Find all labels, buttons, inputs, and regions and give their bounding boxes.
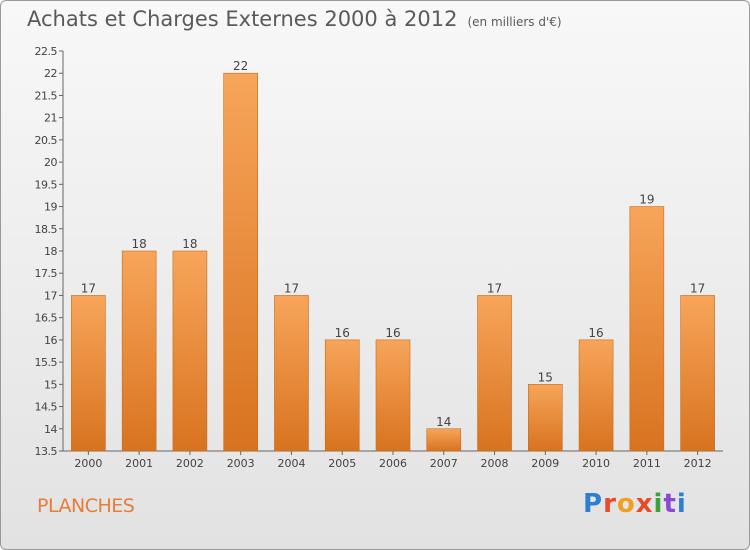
bar-value-label: 16 [588, 326, 603, 340]
logo-letter: P [583, 489, 604, 519]
bar-value-label: 17 [487, 281, 502, 295]
y-tick-label: 17.5 [35, 267, 58, 280]
y-tick-label: 13.5 [35, 445, 58, 458]
y-tick-label: 20 [44, 156, 57, 169]
y-tick-label: 18.5 [35, 223, 58, 236]
x-tick-label: 2005 [328, 457, 356, 470]
y-tick-label: 17 [44, 289, 57, 302]
bar-value-label: 19 [639, 193, 654, 207]
chart-unit: (en milliers d'€) [467, 15, 562, 29]
x-tick-label: 2003 [227, 457, 255, 470]
bar-value-label: 17 [690, 281, 705, 295]
y-tick-label: 18 [44, 245, 57, 258]
bar [223, 72, 258, 452]
y-tick-label: 19.5 [35, 178, 58, 191]
x-tick-label: 2010 [582, 457, 610, 470]
x-tick-label: 2004 [277, 457, 305, 470]
x-tick-label: 2006 [379, 457, 407, 470]
x-tick-label: 2011 [633, 457, 661, 470]
y-tick-label: 15 [44, 378, 57, 391]
y-tick-label: 16 [44, 334, 57, 347]
bar [324, 339, 360, 452]
bar-value-label: 16 [335, 326, 350, 340]
bar-value-label: 17 [81, 281, 96, 295]
bar [172, 250, 208, 452]
bar [477, 295, 512, 452]
bar [528, 384, 563, 452]
x-tick-label: 2008 [481, 457, 509, 470]
town-name: PLANCHES [37, 495, 135, 517]
x-tick-label: 2007 [430, 457, 458, 470]
y-tick-label: 14.5 [35, 401, 58, 414]
y-tick-label: 22.5 [35, 45, 58, 58]
y-tick-label: 19 [44, 201, 57, 214]
bar [121, 250, 157, 452]
y-tick-label: 20.5 [35, 134, 58, 147]
bar-value-label: 17 [284, 281, 299, 295]
bar-value-label: 18 [132, 237, 147, 251]
y-tick-label: 21.5 [35, 89, 58, 102]
bar [680, 295, 715, 452]
chart-title-text: Achats et Charges Externes 2000 à 2012 [27, 7, 458, 31]
bar [71, 295, 106, 452]
bar-value-label: 14 [436, 415, 451, 429]
proxiti-logo[interactable]: Proxiti [583, 489, 687, 519]
logo-letter: i [676, 489, 687, 519]
bar [578, 339, 614, 452]
bar-value-label: 15 [538, 370, 553, 384]
y-tick-label: 16.5 [35, 312, 58, 325]
x-axis: 2000 2001 2002 2003 2004 2005 2006 2007 2008 2009… [63, 450, 723, 470]
bar-value-label: 18 [182, 237, 197, 251]
x-tick-label: 2002 [176, 457, 204, 470]
chart-title: Achats et Charges Externes 2000 à 2012 (e… [27, 7, 562, 31]
bar [629, 206, 665, 452]
logo-letter: r [603, 489, 617, 519]
y-tick-label: 22 [44, 67, 57, 80]
bars: 17 18 18 22 17 16 16 14 17 15 16 19 17 [71, 59, 715, 452]
logo-letter: t [663, 489, 677, 519]
y-tick-label: 14 [44, 423, 57, 436]
bar-value-label: 22 [233, 59, 248, 73]
y-tick-label: 15.5 [35, 356, 58, 369]
bar [274, 295, 309, 452]
x-tick-label: 2009 [531, 457, 559, 470]
x-tick-label: 2001 [125, 457, 153, 470]
bar-value-label: 16 [385, 326, 400, 340]
y-tick-label: 21 [44, 112, 57, 125]
logo-letter: x [635, 489, 654, 519]
bar [375, 339, 411, 452]
x-tick-label: 2000 [74, 457, 102, 470]
x-tick-label: 2012 [684, 457, 712, 470]
bar [426, 428, 462, 452]
logo-letter: i [653, 489, 664, 519]
y-axis: 13.5 14 14.5 15 15.5 16 16.5 17 17.5 18 18.5 19 19.5… [35, 45, 64, 458]
logo-letter: o [616, 489, 636, 519]
